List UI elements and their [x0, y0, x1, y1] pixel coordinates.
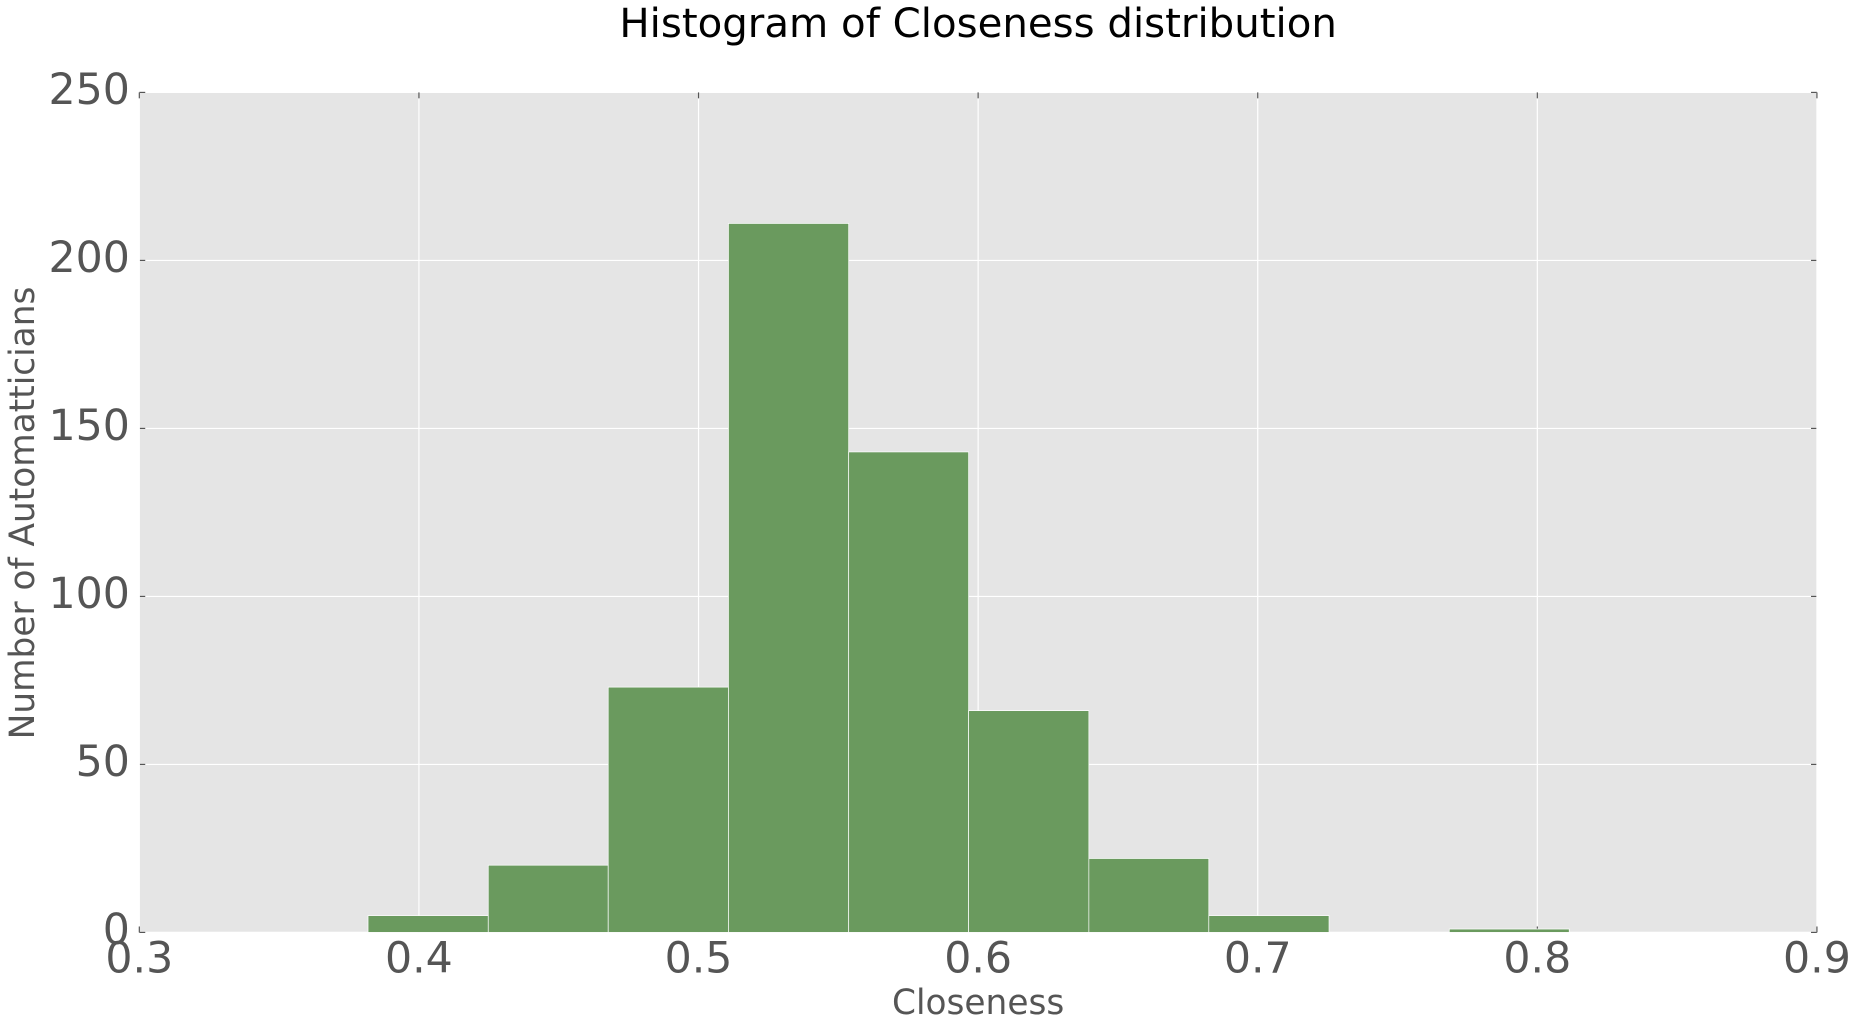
y-tick-label: 0	[103, 905, 130, 955]
x-tick-label: 0.4	[385, 933, 453, 983]
bar	[968, 710, 1090, 933]
x-axis-label: Closeness	[892, 983, 1064, 1023]
x-tick-label: 0.3	[105, 933, 173, 983]
y-tick-label: 250	[48, 65, 129, 115]
bar	[1208, 915, 1330, 933]
x-tick-label: 0.5	[665, 933, 733, 983]
x-tick-label: 0.9	[1783, 933, 1851, 983]
y-tick-label: 50	[76, 737, 130, 787]
y-tick-label: 200	[48, 233, 129, 283]
bar	[487, 864, 609, 933]
bar	[367, 915, 489, 933]
bar	[607, 686, 729, 933]
bar	[1448, 928, 1570, 933]
y-axis-label: Number of Automatticians	[3, 287, 43, 740]
bar	[1088, 858, 1210, 933]
bar	[728, 223, 850, 933]
x-tick-label: 0.7	[1224, 933, 1292, 983]
chart-title: Histogram of Closeness distribution	[619, 1, 1336, 47]
y-tick-label: 150	[48, 401, 129, 451]
bar	[848, 451, 969, 933]
y-tick-label: 100	[48, 569, 129, 619]
x-tick-label: 0.6	[944, 933, 1012, 983]
x-tick-label: 0.8	[1503, 933, 1571, 983]
